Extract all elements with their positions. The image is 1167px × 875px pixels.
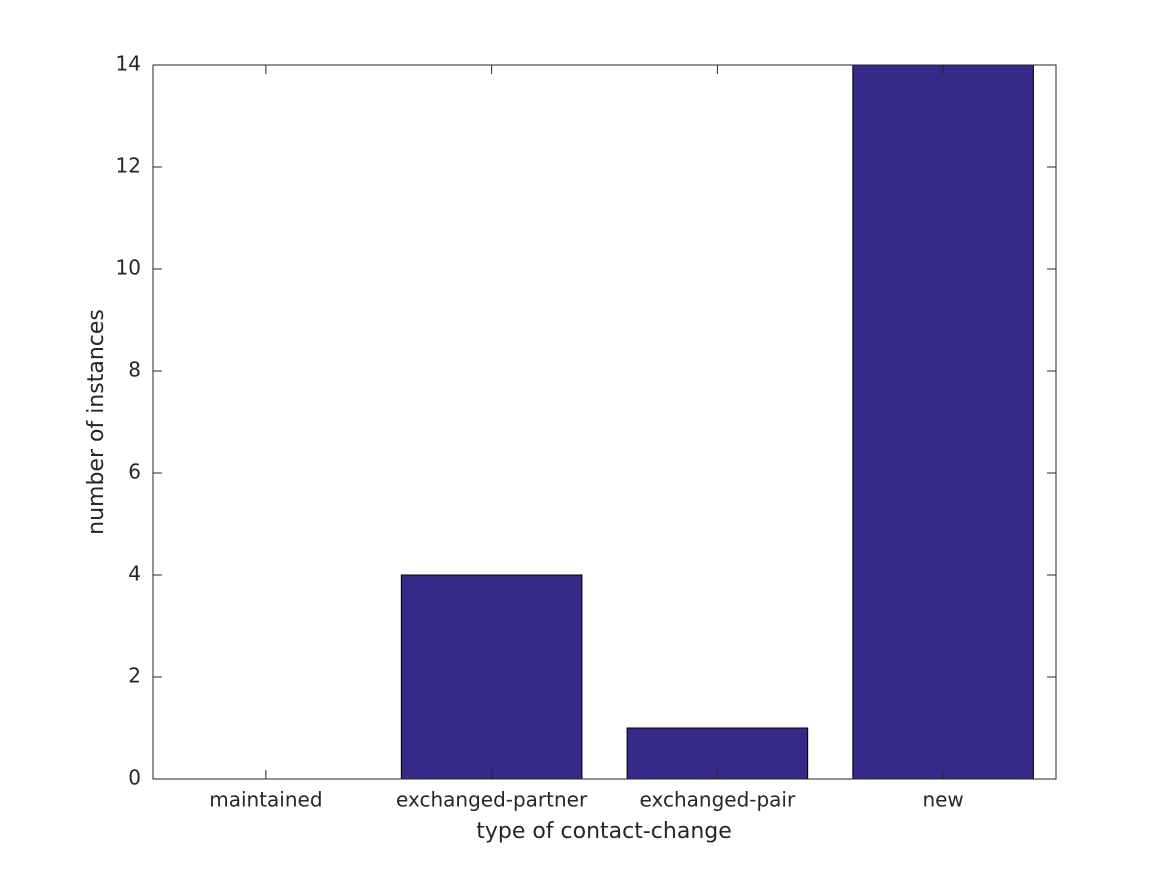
- x-axis-label: type of contact-change: [476, 819, 732, 844]
- y-tick-label: 4: [128, 562, 141, 586]
- x-tick-label: maintained: [209, 788, 322, 812]
- y-axis-label: number of instances: [84, 309, 109, 535]
- y-tick-label: 12: [116, 154, 141, 178]
- y-tick-label: 10: [116, 256, 141, 280]
- y-tick-label: 2: [128, 664, 141, 688]
- x-tick-label: exchanged-partner: [396, 788, 588, 812]
- x-tick-label: exchanged-pair: [640, 788, 796, 812]
- plot-frame: [152, 64, 1057, 780]
- bar: [400, 574, 583, 780]
- y-tick-label: 14: [116, 52, 141, 76]
- x-tick-label: new: [922, 788, 963, 812]
- y-tick-label: 0: [128, 766, 141, 790]
- bar: [852, 64, 1034, 780]
- y-tick-label: 8: [128, 358, 141, 382]
- y-tick-label: 6: [128, 460, 141, 484]
